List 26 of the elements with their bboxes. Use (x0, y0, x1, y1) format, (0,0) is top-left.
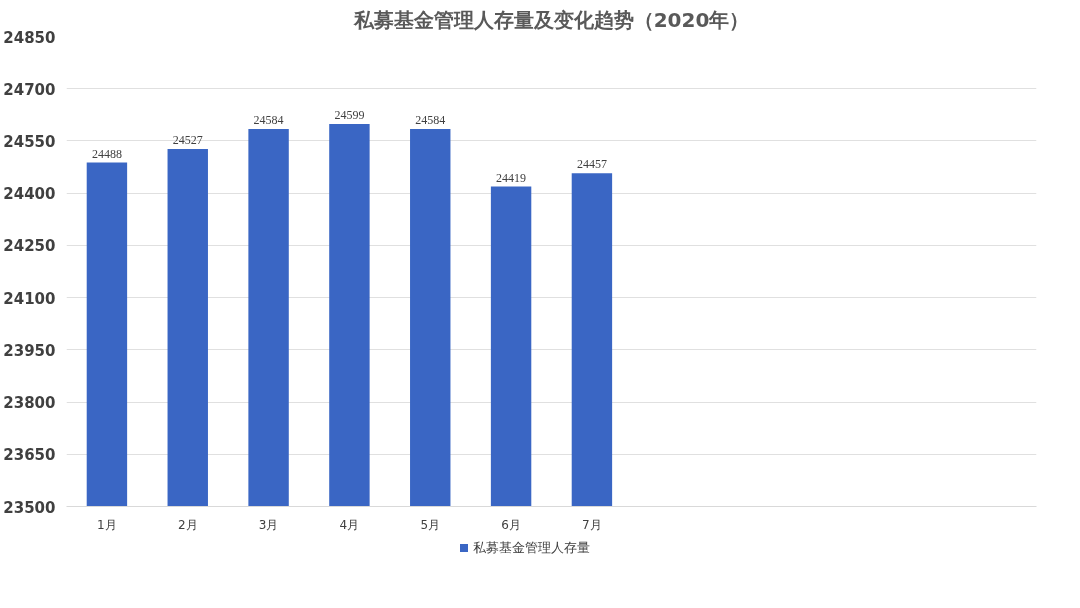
y-tick-label: 24100 (3, 289, 56, 308)
x-tick-label: 6月 (501, 517, 521, 532)
y-tick-label: 24250 (3, 237, 56, 256)
x-tick-label: 1月 (97, 517, 117, 532)
data-label: 24527 (172, 132, 203, 147)
y-tick-label: 24400 (3, 185, 56, 204)
x-tick-label: 4月 (339, 517, 360, 532)
y-tick-label: 24700 (3, 80, 56, 99)
y-tick-label: 23650 (3, 446, 56, 465)
x-tick-label: 5月 (420, 517, 441, 532)
x-tick-label: 7月 (582, 517, 602, 532)
y-tick-label: 23800 (3, 394, 56, 413)
data-label: 24584 (415, 113, 446, 128)
x-tick-label: 2月 (177, 517, 198, 532)
x-tick-label: 3月 (258, 517, 279, 532)
data-label: 24488 (91, 146, 122, 161)
data-label: 24599 (334, 107, 365, 122)
legend-label: 私募基金管理人存量 (473, 539, 590, 557)
data-label: 24457 (576, 157, 607, 172)
y-tick-label: 23500 (3, 498, 56, 517)
y-tick-label: 23950 (3, 341, 56, 360)
y-tick-label: 24550 (3, 132, 56, 151)
y-tick-label: 24850 (3, 28, 56, 47)
chart-title: 私募基金管理人存量及变化趋势（2020年） (352, 7, 750, 32)
data-label: 24419 (496, 170, 527, 185)
data-label: 24584 (253, 113, 284, 128)
